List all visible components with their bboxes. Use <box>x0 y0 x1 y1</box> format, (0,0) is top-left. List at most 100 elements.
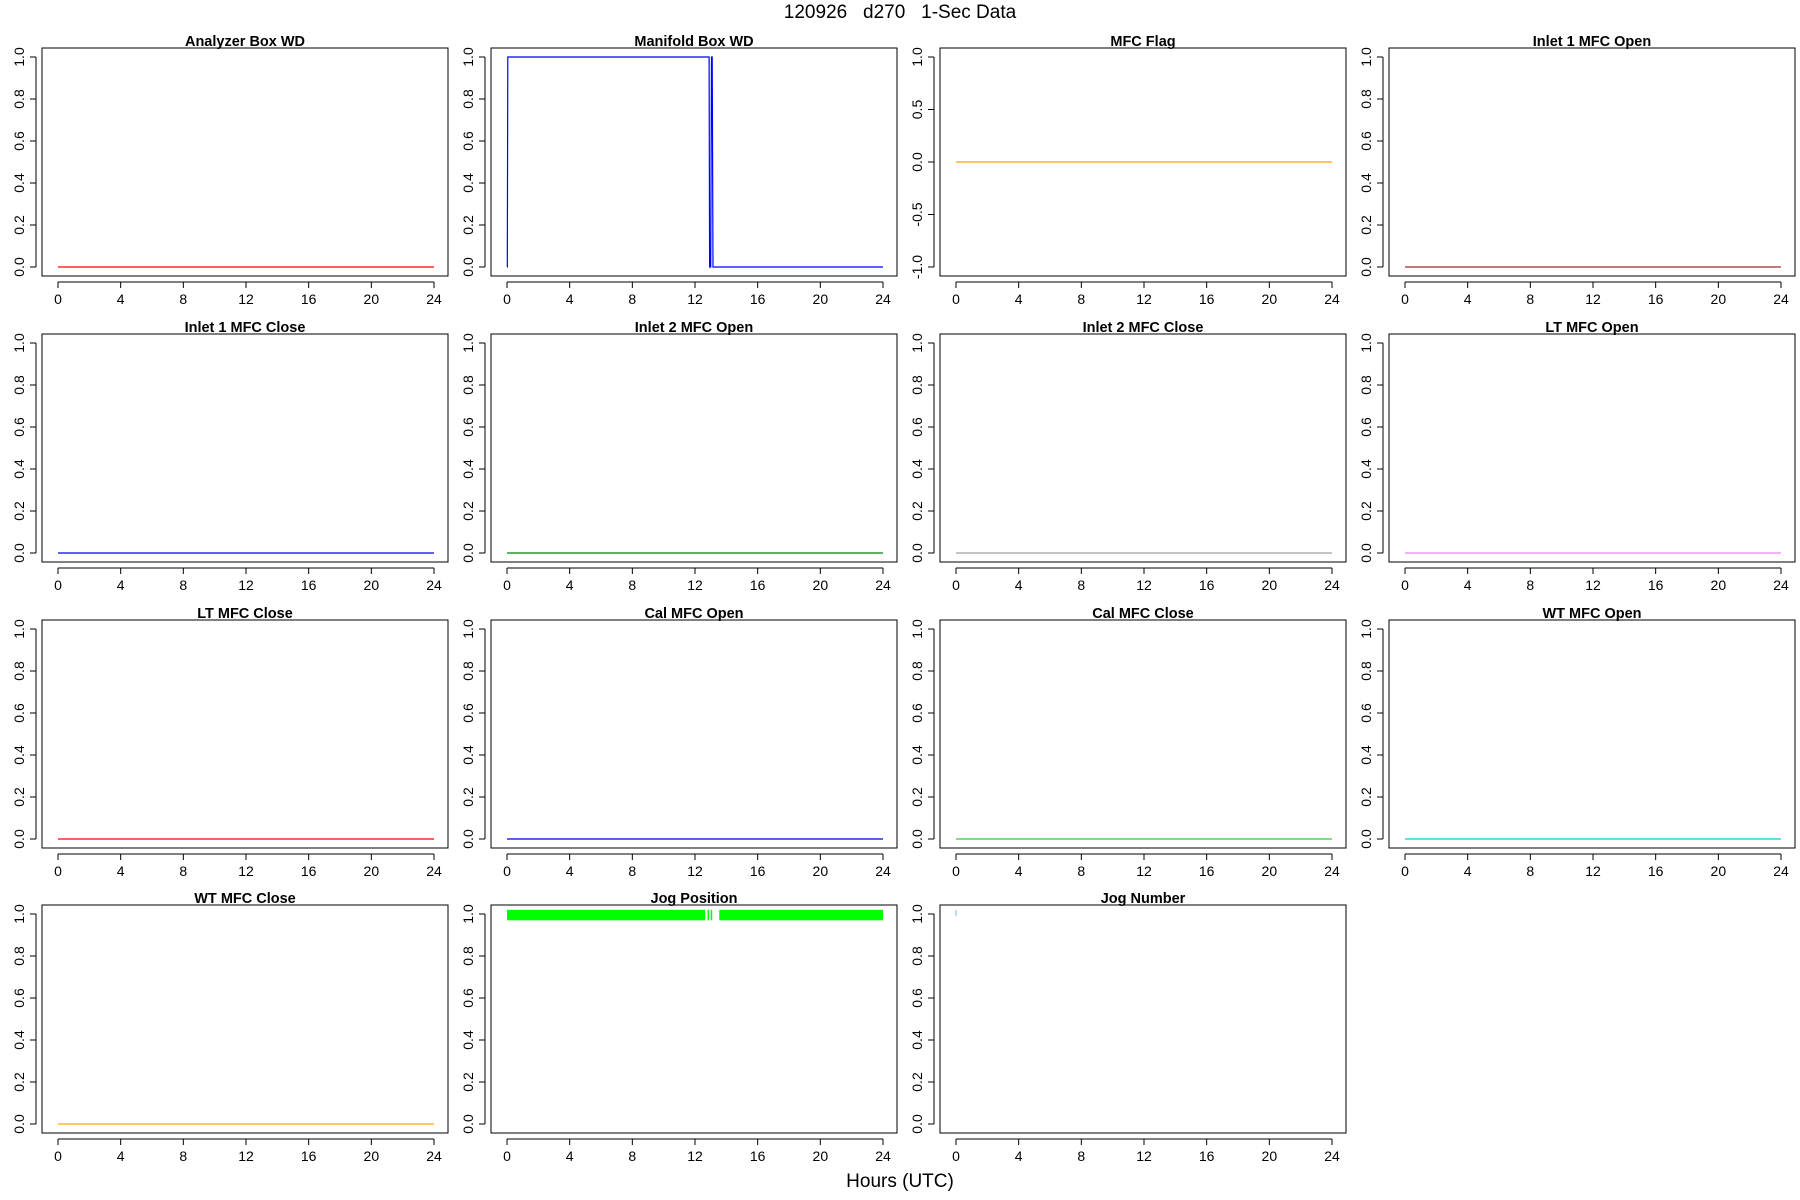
x-tick-label: 20 <box>1711 577 1727 593</box>
y-tick-label: 1.0 <box>11 333 27 353</box>
y-tick-label: 0.4 <box>460 745 476 765</box>
x-tick-label: 8 <box>179 863 187 879</box>
jog-position-bar <box>710 909 713 921</box>
y-tick-label: 0.8 <box>1358 89 1374 109</box>
y-tick-label: 1.0 <box>11 904 27 924</box>
y-tick-label: 0.8 <box>11 946 27 966</box>
x-tick-label: 0 <box>54 863 62 879</box>
x-tick-label: 8 <box>1526 863 1534 879</box>
x-tick-label: 0 <box>1401 577 1409 593</box>
y-tick-label: 0.0 <box>909 829 925 849</box>
x-tick-label: 12 <box>238 863 254 879</box>
panel-wt-mfc-close: WT MFC Close 0 4 8 12 16 20 24 0.0 0.2 0.4 0.6 0.8 1.… <box>11 891 449 1164</box>
y-tick-label: 0.0 <box>460 1114 476 1134</box>
x-tick-label: 8 <box>1526 291 1534 307</box>
y-tick-label: 0.8 <box>909 661 925 681</box>
jog-position-bar <box>719 909 883 921</box>
x-tick-label: 16 <box>301 577 317 593</box>
y-tick-label: 0.6 <box>11 417 27 437</box>
x-tick-label: 0 <box>952 1148 960 1164</box>
x-tick-label: 8 <box>628 1148 636 1164</box>
y-tick-label: 1.0 <box>460 333 476 353</box>
y-tick-label: 0.0 <box>460 257 476 277</box>
x-tick-label: 20 <box>813 291 829 307</box>
x-tick-label: 8 <box>179 1148 187 1164</box>
y-tick-label: 0.0 <box>11 543 27 563</box>
x-tick-label: 16 <box>1199 1148 1215 1164</box>
y-tick-label: 0.6 <box>909 703 925 723</box>
x-tick-label: 24 <box>1773 863 1789 879</box>
x-tick-label: 4 <box>1464 863 1472 879</box>
x-tick-label: 8 <box>179 577 187 593</box>
x-tick-label: 16 <box>750 577 766 593</box>
panel-title: Inlet 1 MFC Close <box>185 320 306 336</box>
panel-inlet-2-mfc-close: Inlet 2 MFC Close 0 4 8 12 16 20 24 0.0 0.2 0.4 0.6… <box>909 320 1347 593</box>
y-tick-label: 0.4 <box>11 745 27 765</box>
panel-manifold-box-wd: Manifold Box WD 0 4 8 12 16 20 24 0.0 0.2 0.4 0.6 0.… <box>460 34 898 307</box>
y-tick-label: 0.0 <box>909 1114 925 1134</box>
x-tick-label: 24 <box>875 291 891 307</box>
x-tick-label: 0 <box>952 577 960 593</box>
y-tick-label: 0.2 <box>1358 215 1374 235</box>
x-tick-label: 16 <box>301 291 317 307</box>
panel-title: Cal MFC Open <box>644 606 743 622</box>
y-tick-label: 0.6 <box>11 988 27 1008</box>
plot-frame <box>939 619 1347 849</box>
y-tick-label: 0.4 <box>909 745 925 765</box>
y-tick-label: 0.4 <box>460 459 476 479</box>
panel-title: Manifold Box WD <box>634 34 753 50</box>
plot-frame <box>1388 47 1796 277</box>
x-tick-label: 12 <box>1136 291 1152 307</box>
x-tick-label: 4 <box>117 1148 125 1164</box>
x-tick-label: 24 <box>1773 577 1789 593</box>
panel-title: Inlet 1 MFC Open <box>1533 34 1651 50</box>
y-tick-label: 0.5 <box>909 100 925 120</box>
y-tick-label: 0.4 <box>460 1030 476 1050</box>
x-tick-label: 24 <box>1324 577 1340 593</box>
y-tick-label: 0.2 <box>460 501 476 521</box>
x-tick-label: 16 <box>1648 863 1664 879</box>
y-tick-label: 0.0 <box>1358 543 1374 563</box>
y-tick-label: -0.5 <box>909 202 925 226</box>
y-tick-label: 0.4 <box>11 1030 27 1050</box>
x-tick-label: 8 <box>628 577 636 593</box>
x-tick-label: 0 <box>54 291 62 307</box>
x-tick-label: 12 <box>687 1148 703 1164</box>
jog-position-bar <box>507 909 706 921</box>
x-tick-label: 8 <box>179 291 187 307</box>
x-tick-label: 24 <box>1773 291 1789 307</box>
x-tick-label: 24 <box>1324 291 1340 307</box>
y-tick-label: 1.0 <box>460 619 476 639</box>
y-tick-label: 0.8 <box>460 661 476 681</box>
x-tick-label: 20 <box>364 291 380 307</box>
panel-title: Inlet 2 MFC Close <box>1083 320 1204 336</box>
panel-jog-number: Jog Number 0 4 8 12 16 20 24 0.0 0.2 0.4 0.6 0.8 1.0 <box>909 891 1347 1164</box>
panel-title: Jog Number <box>1101 891 1186 907</box>
x-tick-label: 4 <box>117 291 125 307</box>
panel-title: Analyzer Box WD <box>185 34 305 50</box>
x-tick-label: 16 <box>1648 291 1664 307</box>
y-tick-label: 0.8 <box>1358 661 1374 681</box>
panel-cal-mfc-close: Cal MFC Close 0 4 8 12 16 20 24 0.0 0.2 0.4 0.6 0.8 1… <box>909 606 1347 879</box>
x-tick-label: 24 <box>426 1148 442 1164</box>
y-tick-label: 0.8 <box>909 375 925 395</box>
y-tick-label: 1.0 <box>1358 47 1374 67</box>
x-tick-label: 12 <box>1585 863 1601 879</box>
x-tick-label: 4 <box>117 863 125 879</box>
x-tick-label: 24 <box>1324 1148 1340 1164</box>
plot-frame <box>939 47 1347 277</box>
y-tick-label: 0.2 <box>460 787 476 807</box>
y-tick-label: 0.6 <box>909 988 925 1008</box>
x-tick-label: 20 <box>1262 863 1278 879</box>
y-tick-label: 0.0 <box>11 1114 27 1134</box>
x-tick-label: 4 <box>1015 291 1023 307</box>
x-tick-label: 12 <box>238 577 254 593</box>
x-tick-label: 12 <box>238 291 254 307</box>
y-tick-label: 0.0 <box>909 152 925 172</box>
y-tick-label: 0.4 <box>11 173 27 193</box>
plot-frame <box>41 333 449 563</box>
y-tick-label: 0.2 <box>1358 787 1374 807</box>
plot-frame <box>41 904 449 1134</box>
y-tick-label: 0.8 <box>909 946 925 966</box>
